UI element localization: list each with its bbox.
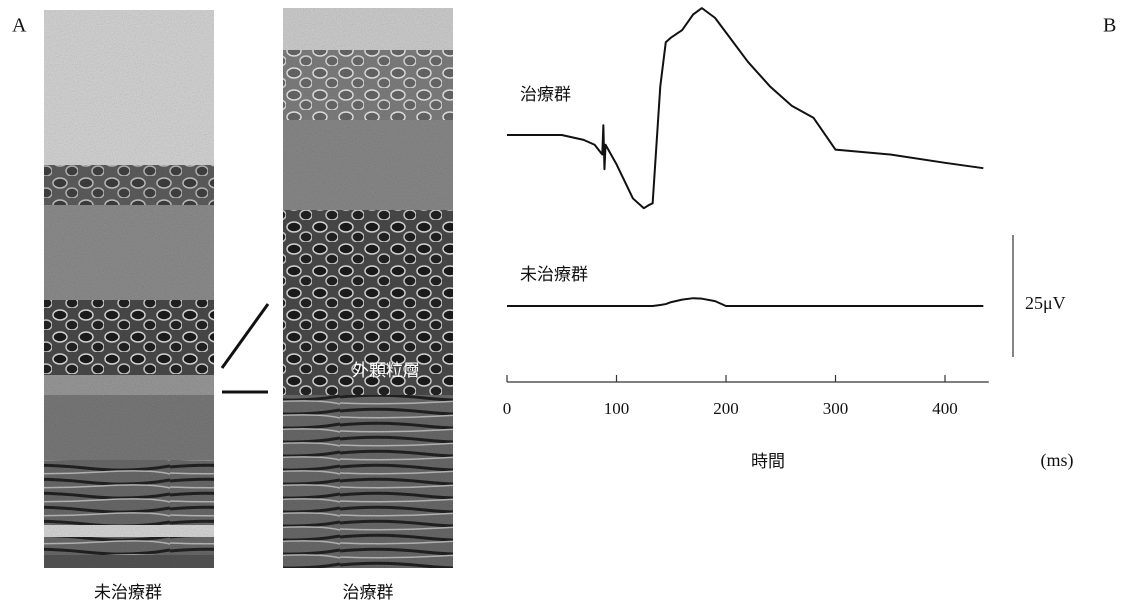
- x-tick-label: 200: [713, 399, 739, 418]
- image-caption: 未治療群: [94, 583, 162, 603]
- histology-image-treated: [283, 8, 453, 568]
- layer-annotation: 外顆粒層: [352, 361, 420, 380]
- scale-bar-label: 25μV: [1025, 293, 1066, 313]
- histology-image-untreated: [44, 10, 214, 568]
- x-tick-label: 300: [823, 399, 849, 418]
- panel-label: B: [1103, 15, 1116, 37]
- trace: [507, 297, 984, 307]
- x-tick-label: 0: [503, 399, 512, 418]
- x-axis-label: 時間: [751, 452, 785, 472]
- x-axis-unit: (ms): [1041, 450, 1074, 471]
- panel-label: A: [12, 15, 27, 37]
- indicator-line: [220, 303, 270, 369]
- trace-label: 未治療群: [520, 265, 588, 285]
- trace-label: 治療群: [520, 85, 571, 105]
- trace: [507, 7, 984, 210]
- x-tick-label: 100: [604, 399, 630, 418]
- x-tick-label: 400: [932, 399, 958, 418]
- image-caption: 治療群: [343, 583, 394, 603]
